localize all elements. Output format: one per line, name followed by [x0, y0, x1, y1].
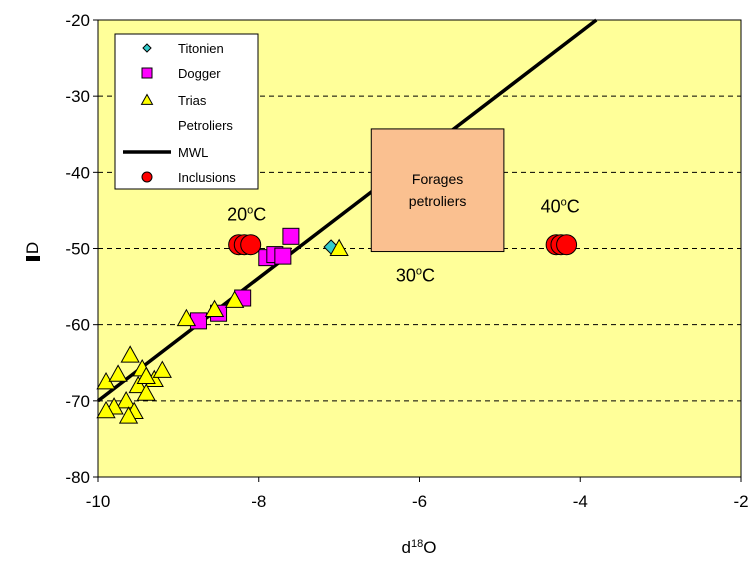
axis-ticks: -20 -30 -40 -50 -60 -70 -80 -10 -8 -6 -4 -2: [65, 11, 748, 511]
y-tick-label: -60: [65, 316, 90, 335]
data-point-trias: [116, 391, 136, 409]
data-point-trias: [136, 366, 156, 384]
legend-marker-inclusions: [141, 171, 153, 183]
temperature-label: 20oC: [227, 204, 266, 224]
y-tick-label: -40: [65, 163, 90, 182]
legend-label: Dogger: [178, 66, 221, 81]
legend-box: [114, 33, 259, 190]
temperature-label: 40oC: [541, 197, 580, 217]
data-point-inclusions: [240, 234, 262, 256]
y-tick-label: -20: [65, 11, 90, 30]
forages-box: Forages petroliers: [370, 128, 505, 253]
legend-label: Titonien: [178, 41, 224, 56]
legend-label: Petroliers: [178, 118, 233, 133]
grid-lines: [98, 95, 741, 402]
legend: Titonien Dogger Trias Petroliers MWL Inclusio…: [114, 33, 259, 190]
data-point-trias: [108, 364, 128, 382]
mwl-line: [96, 18, 598, 403]
legend-label: MWL: [178, 145, 208, 160]
y-tick-label: -70: [65, 392, 90, 411]
data-points: [96, 227, 578, 424]
data-point-trias: [204, 299, 225, 317]
data-point-dogger: [274, 247, 292, 265]
data-point-trias: [96, 400, 116, 419]
temperature-label: 30oC: [396, 265, 435, 285]
legend-label: Inclusions: [178, 170, 236, 185]
x-axis-title: d18O: [402, 538, 437, 557]
x-tick-label: -4: [573, 492, 588, 511]
temperature-annotations: 20oC 30oC 40oC: [227, 197, 580, 286]
legend-marker-dogger: [141, 67, 153, 79]
data-point-trias: [329, 238, 349, 257]
x-tick-label: -6: [412, 492, 427, 511]
y-tick-label: -30: [65, 87, 90, 106]
legend-marker-trias: [140, 93, 154, 105]
legend-marker-titonien: [142, 43, 152, 53]
mwl-line-path: [96, 18, 598, 403]
x-tick-label: -2: [733, 492, 748, 511]
data-point-inclusions: [556, 234, 578, 256]
y-axis-title: D: [23, 242, 42, 261]
box-label-line2: petroliers: [409, 193, 467, 209]
box-label-line1: Forages: [412, 171, 463, 187]
forages-petroliers-box: [370, 128, 505, 253]
data-point-trias: [152, 360, 172, 378]
x-tick-label: -8: [251, 492, 266, 511]
x-tick-label: -10: [86, 492, 111, 511]
data-point-trias: [120, 345, 140, 363]
data-point-trias: [136, 383, 156, 401]
y-tick-label: -50: [65, 240, 90, 259]
y-tick-label: -80: [65, 468, 90, 487]
data-point-trias: [224, 290, 245, 308]
y-axis-label: D: [23, 242, 42, 254]
legend-label: Trias: [178, 93, 207, 108]
data-point-trias: [176, 308, 197, 327]
data-point-trias: [118, 406, 139, 424]
data-point-trias: [128, 375, 148, 394]
data-point-dogger: [282, 227, 300, 245]
